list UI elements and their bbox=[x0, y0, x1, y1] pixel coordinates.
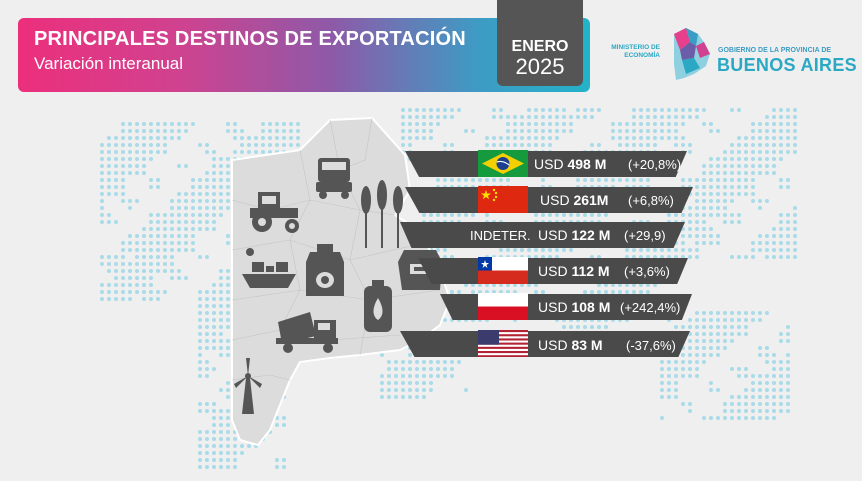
brazil-flag bbox=[478, 150, 528, 177]
value-prefix: USD bbox=[538, 337, 568, 353]
date-year: 2025 bbox=[515, 54, 565, 79]
china-flag bbox=[478, 186, 528, 213]
export-value: 498 M bbox=[567, 156, 607, 172]
tractor-icon bbox=[250, 192, 299, 233]
milk-icon bbox=[306, 244, 344, 296]
export-value: 112 M bbox=[571, 263, 610, 279]
variation-value: (+29,9) bbox=[624, 228, 666, 243]
value-prefix: USD bbox=[534, 156, 564, 172]
ship-icon bbox=[242, 248, 296, 288]
page-title: PRINCIPALES DESTINOS DE EXPORTACIÓN bbox=[34, 28, 466, 50]
variation-value: (+242,4%) bbox=[620, 300, 681, 315]
export-value: 261M bbox=[573, 192, 609, 208]
ministry-line1: MINISTERIO DE bbox=[611, 44, 660, 51]
province-logo-text: BUENOS AIRES bbox=[717, 55, 857, 75]
gas-cylinder-icon bbox=[364, 280, 392, 332]
page-subtitle: Variación interanual bbox=[34, 54, 183, 73]
date-month: ENERO bbox=[511, 38, 569, 55]
variation-value: (+6,8%) bbox=[628, 193, 674, 208]
header-banner: PRINCIPALES DESTINOS DE EXPORTACIÓN Vari… bbox=[18, 18, 590, 92]
peru-flag bbox=[478, 293, 528, 320]
indeterminate-label: INDETER. bbox=[470, 228, 531, 243]
usa-flag bbox=[478, 330, 528, 357]
ministry-logo-text: MINISTERIO DE ECONOMÍA bbox=[598, 44, 660, 60]
wheat-icon bbox=[361, 180, 403, 248]
chile-flag bbox=[478, 257, 528, 284]
variation-value: (+20,8%) bbox=[628, 157, 682, 172]
variation-value: (-37,6%) bbox=[626, 338, 676, 353]
cement-mixer-icon bbox=[276, 312, 338, 353]
value-prefix: USD bbox=[538, 263, 568, 279]
value-prefix: USD bbox=[538, 299, 568, 315]
truck-icon bbox=[316, 158, 352, 199]
value-prefix: USD bbox=[538, 227, 568, 243]
value-prefix: USD bbox=[540, 192, 570, 208]
date-badge: ENERO 2025 bbox=[497, 0, 583, 86]
wind-turbine-icon bbox=[234, 358, 262, 414]
variation-value: (+3,6%) bbox=[624, 264, 670, 279]
export-value: 108 M bbox=[571, 299, 611, 315]
export-value: 83 M bbox=[571, 337, 603, 353]
government-logo-text: GOBIERNO DE LA PROVINCIA DE bbox=[718, 47, 832, 54]
export-value: 122 M bbox=[571, 227, 611, 243]
ministry-line2: ECONOMÍA bbox=[624, 52, 660, 59]
province-logo-icon bbox=[674, 28, 710, 80]
